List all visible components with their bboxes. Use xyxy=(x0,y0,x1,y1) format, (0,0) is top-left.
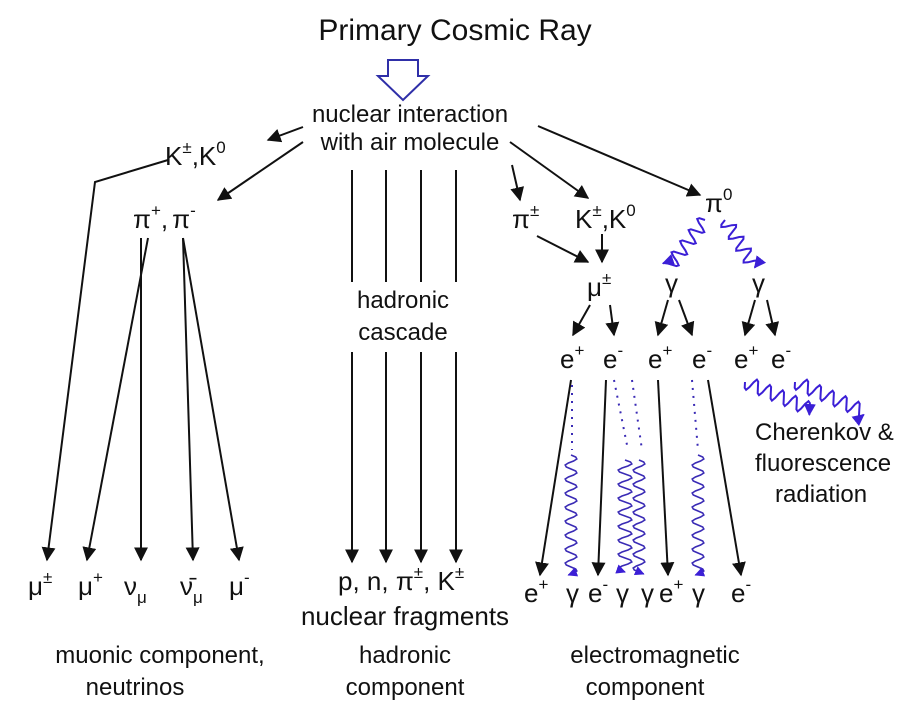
svg-text:K±,K0: K±,K0 xyxy=(575,201,636,234)
footer-hadronic-line1: hadronic xyxy=(359,642,451,669)
arrow-to-pi-charged xyxy=(510,164,525,202)
svg-text:π0: π0 xyxy=(705,185,732,218)
muonic-product: μ+ xyxy=(78,568,103,601)
photon-wave-cherenkov-1 xyxy=(743,378,816,416)
muonic-product: ν̄μ xyxy=(180,571,203,607)
primary-arrow-icon xyxy=(375,59,431,102)
muon-charged-label: μ± xyxy=(587,269,611,302)
em-product: e- xyxy=(588,575,608,608)
arrow-to-kaon-left xyxy=(266,126,304,143)
em-product: e+ xyxy=(659,575,683,608)
arrow-to-bottom-eminus-2 xyxy=(707,379,746,577)
nuclear-fragments-label: nuclear fragments xyxy=(301,601,509,631)
cherenkov-line2: fluorescence xyxy=(755,450,891,477)
electron-row-item: e+ xyxy=(560,341,584,374)
footer-em-line2: component xyxy=(586,674,705,701)
arrow-to-bottom-eplus xyxy=(535,379,572,577)
em-product: γ xyxy=(566,578,579,608)
footer-hadronic-line2: component xyxy=(346,674,465,701)
em-product: e- xyxy=(731,575,751,608)
gamma-left-label: γ xyxy=(665,268,678,298)
arrow-pi-to-mu xyxy=(536,235,590,263)
arrow-to-bottom-eminus xyxy=(591,379,607,577)
svg-text:p, n, π±, K±: p, n, π±, K± xyxy=(338,563,464,596)
electron-row-item: e+ xyxy=(648,341,672,374)
svg-text:μ±: μ± xyxy=(587,269,611,302)
footer-em-line1: electromagnetic xyxy=(570,642,739,669)
interaction-line2: with air molecule xyxy=(320,129,500,156)
electron-row-item: e- xyxy=(692,341,712,374)
svg-text:π±: π± xyxy=(512,201,539,234)
em-product: γ xyxy=(641,578,654,608)
electron-row-item: e- xyxy=(771,341,791,374)
em-product: γ xyxy=(692,578,705,608)
hadronic-cascade-line1: hadronic xyxy=(357,287,449,314)
pion-charged-label: π± xyxy=(512,201,539,234)
pion-neutral-label: π0 xyxy=(705,185,732,218)
photon-wave-pi0-to-gamma-left xyxy=(661,217,706,268)
em-product: γ xyxy=(616,578,629,608)
hadronic-products-label: p, n, π±, K± xyxy=(338,563,464,596)
electron-row-item: e- xyxy=(603,341,623,374)
photon-wave-vertical xyxy=(564,454,579,577)
dotted-photon-links xyxy=(571,379,699,451)
photon-wave-pi0-to-gamma-right xyxy=(720,219,767,269)
muonic-product: μ± xyxy=(28,568,52,601)
arrow-gamma2-to-eplus xyxy=(741,299,756,337)
arrow-kaon-to-muon xyxy=(41,159,169,562)
muonic-product: νμ xyxy=(124,571,147,607)
hadronic-cascade-line2: cascade xyxy=(358,319,447,346)
svg-text:K±,K0: K±,K0 xyxy=(165,138,226,171)
arrow-to-kaon-right xyxy=(509,141,590,199)
arrow-to-pi0 xyxy=(537,125,702,197)
interaction-line1: nuclear interaction xyxy=(312,101,508,128)
photon-wave-cherenkov-2 xyxy=(793,378,865,427)
cherenkov-line3: radiation xyxy=(775,481,867,508)
arrow-mu-to-eplus xyxy=(572,304,591,337)
arrow-to-pions-left xyxy=(216,141,304,201)
gamma-right-label: γ xyxy=(752,268,765,298)
footer-muonic-line2: neutrinos xyxy=(86,674,185,701)
em-products-row: e+ γ e-γ γ e+ γ e- xyxy=(524,575,751,608)
photon-wave-vertical xyxy=(615,459,633,574)
diagram-title: Primary Cosmic Ray xyxy=(318,14,591,47)
svg-text:π+,π-: π+, π- xyxy=(133,201,196,234)
kaon-right-label: K±,K0 xyxy=(575,201,636,234)
electron-positron-row: e+ e-e+ e-e+ e- xyxy=(560,341,791,374)
em-product: e+ xyxy=(524,575,548,608)
photon-wave-vertical xyxy=(691,454,706,577)
arrow-gamma1-to-eminus xyxy=(678,299,695,337)
photon-wave-vertical xyxy=(632,459,646,576)
muonic-product: μ- xyxy=(229,568,250,601)
muonic-products-row: μ± μ+ νμ ν̄μ μ- xyxy=(28,568,250,607)
pions-left-label: π+, π- xyxy=(133,201,196,234)
decay-arrows xyxy=(41,125,780,577)
arrow-to-mu-plus xyxy=(82,237,149,562)
arrow-to-bottom-eplus-2 xyxy=(657,379,675,577)
arrow-to-nubar-mu xyxy=(182,237,200,562)
arrow-gamma1-to-eplus xyxy=(654,299,669,337)
photon-waves xyxy=(564,217,865,577)
arrow-mu-to-eminus xyxy=(605,304,620,337)
electron-row-item: e+ xyxy=(734,341,758,374)
kaon-left-label: K±,K0 xyxy=(165,138,226,171)
footer-muonic-line1: muonic component, xyxy=(55,642,264,669)
arrow-gamma2-to-eminus xyxy=(765,299,780,337)
cherenkov-line1: Cherenkov & xyxy=(755,419,894,446)
arrow-to-mu-minus xyxy=(182,237,244,562)
